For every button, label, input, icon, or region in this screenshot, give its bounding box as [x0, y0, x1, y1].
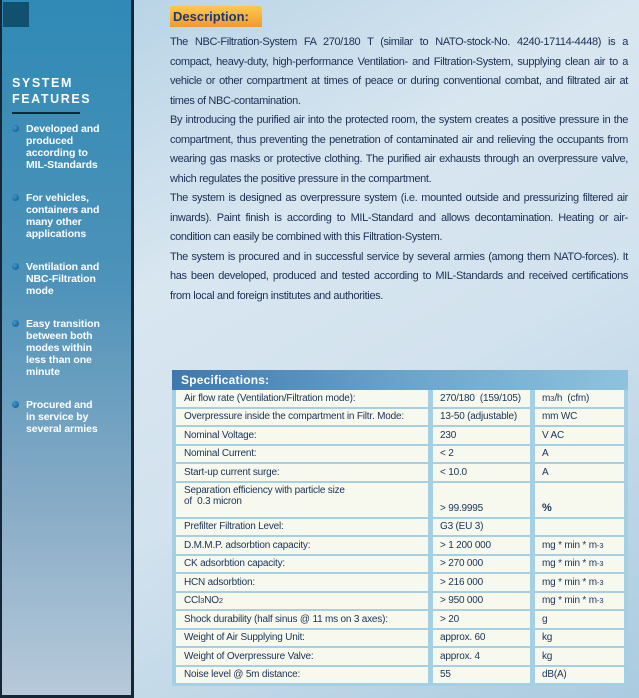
spec-unit: kg	[535, 648, 624, 665]
feature-item: Easy transition between both modes within l…	[12, 318, 125, 378]
spec-unit: mg * min * m -3	[535, 592, 624, 609]
spec-value: > 216 000	[433, 574, 530, 591]
sidebar: SYSTEM FEATURES Developed and produced acco…	[0, 0, 131, 698]
sidebar-title: SYSTEM FEATURES	[12, 76, 92, 106]
spec-value: 270/180 (159/105)	[433, 390, 530, 407]
spec-value: > 99.9995	[433, 482, 530, 517]
main-content: Description: The NBC-Filtration-System F…	[134, 0, 639, 698]
spec-unit: %	[535, 482, 624, 517]
feature-item: Procured and in service by several armies	[12, 399, 125, 435]
spec-value: > 20	[433, 611, 530, 628]
spec-row: Nominal Current: < 2 A	[176, 445, 624, 462]
feature-item-label: For vehicles, containers and many other app…	[26, 192, 100, 240]
bullet-icon	[12, 125, 19, 132]
spec-value: 230	[433, 427, 530, 444]
feature-item: Ventilation and NBC-Filtration mode	[12, 261, 125, 297]
description-heading: Description:	[170, 6, 628, 27]
bullet-icon	[12, 194, 19, 201]
feature-item-label: Ventilation and NBC-Filtration mode	[26, 261, 100, 297]
spec-unit: mg * min * m -3	[535, 574, 624, 591]
spec-label: HCN adsorbtion:	[176, 574, 428, 591]
spec-value: approx. 4	[433, 648, 530, 665]
spec-unit: mg * min * m -3	[535, 537, 624, 554]
spec-value: G3 (EU 3)	[433, 518, 530, 535]
spec-unit: g	[535, 611, 624, 628]
corner-square-decoration	[3, 2, 29, 27]
spec-label: Nominal Current:	[176, 445, 428, 462]
spec-value: 13-50 (adjustable)	[433, 408, 530, 425]
spec-row: Noise level @ 5m distance: 55 dB(A)	[176, 666, 624, 683]
spec-unit	[535, 518, 624, 535]
specifications-table: Specifications: Air flow rate (Ventilati…	[172, 370, 628, 686]
spec-row: Weight of Overpressure Valve: approx. 4 kg	[176, 648, 624, 665]
spec-row: Air flow rate (Ventilation/Filtration mo…	[176, 390, 624, 407]
spec-unit: mm WC	[535, 408, 624, 425]
spec-row: CK adsorbtion capacity: > 270 000 mg * min…	[176, 555, 624, 572]
spec-row: Start-up current surge: < 10.0 A	[176, 464, 624, 481]
spec-label: CCl 3 NO 2	[176, 592, 428, 609]
spec-rows: Air flow rate (Ventilation/Filtration mo…	[172, 390, 628, 686]
description-paragraph: The system is procured and in successful…	[170, 250, 628, 302]
feature-item-label: Easy transition between both modes within l…	[26, 318, 100, 378]
spec-label: Nominal Voltage:	[176, 427, 428, 444]
bullet-icon	[12, 263, 19, 270]
spec-row: Shock durability (half sinus @ 11 ms on …	[176, 611, 624, 628]
bullet-icon	[12, 401, 19, 408]
sidebar-title-underline	[12, 112, 80, 114]
spec-row: Overpressure inside the compartment in F…	[176, 408, 624, 425]
spec-label: Overpressure inside the compartment in F…	[176, 408, 428, 425]
description-heading-highlight: Description:	[170, 6, 262, 27]
feature-item: Developed and produced according to MIL-Sta…	[12, 123, 125, 171]
spec-label: D.M.M.P. adsorbtion capacity:	[176, 537, 428, 554]
spec-value: 55	[433, 666, 530, 683]
bullet-icon	[12, 320, 19, 327]
spec-label: Prefilter Filtration Level:	[176, 518, 428, 535]
spec-label: Weight of Overpressure Valve:	[176, 648, 428, 665]
spec-value: < 10.0	[433, 464, 530, 481]
spec-row: Weight of Air Supplying Unit: approx. 60 k…	[176, 629, 624, 646]
feature-list: Developed and produced according to MIL-Sta…	[2, 123, 131, 435]
description-paragraph: The system is designed as overpressure s…	[170, 192, 628, 243]
spec-unit: dB(A)	[535, 666, 624, 683]
specifications-header: Specifications:	[172, 370, 628, 390]
spec-label: Shock durability (half sinus @ 11 ms on …	[176, 611, 428, 628]
spec-row: CCl 3 NO 2 > 950 000 mg * min * m -3	[176, 592, 624, 609]
spec-row: Separation efficiency with particle size…	[176, 482, 624, 517]
spec-value: < 2	[433, 445, 530, 462]
spec-label: Noise level @ 5m distance:	[176, 666, 428, 683]
spec-row: HCN adsorbtion: > 216 000 mg * min * m -3	[176, 574, 624, 591]
spec-value: approx. 60	[433, 629, 530, 646]
spec-unit: m 3/h (cfm)	[535, 390, 624, 407]
feature-item-label: Procured and in service by several armies	[26, 399, 98, 435]
description-paragraph: By introducing the purified air into the…	[170, 114, 628, 185]
spec-value: > 950 000	[433, 592, 530, 609]
spec-unit: kg	[535, 629, 624, 646]
spec-row: Prefilter Filtration Level: G3 (EU 3)	[176, 518, 624, 535]
feature-item: For vehicles, containers and many other app…	[12, 192, 125, 240]
spec-label: Start-up current surge:	[176, 464, 428, 481]
description-paragraph: The NBC-Filtration-System FA 270/180 T (…	[170, 36, 628, 107]
spec-row: D.M.M.P. adsorbtion capacity: > 1 200 000…	[176, 537, 624, 554]
sidebar-divider	[131, 0, 134, 698]
spec-label: Weight of Air Supplying Unit:	[176, 629, 428, 646]
spec-unit: V AC	[535, 427, 624, 444]
spec-value: > 1 200 000	[433, 537, 530, 554]
spec-unit: mg * min * m -3	[535, 555, 624, 572]
feature-item-label: Developed and produced according to MIL-Sta…	[26, 123, 100, 171]
spec-value: > 270 000	[433, 555, 530, 572]
spec-label: Air flow rate (Ventilation/Filtration mo…	[176, 390, 428, 407]
spec-unit: A	[535, 464, 624, 481]
spec-row: Nominal Voltage: 230 V AC	[176, 427, 624, 444]
spec-label: CK adsorbtion capacity:	[176, 555, 428, 572]
spec-label: Separation efficiency with particle size…	[176, 482, 428, 517]
spec-unit: A	[535, 445, 624, 462]
description-paragraphs: The NBC-Filtration-System FA 270/180 T (…	[170, 33, 628, 306]
